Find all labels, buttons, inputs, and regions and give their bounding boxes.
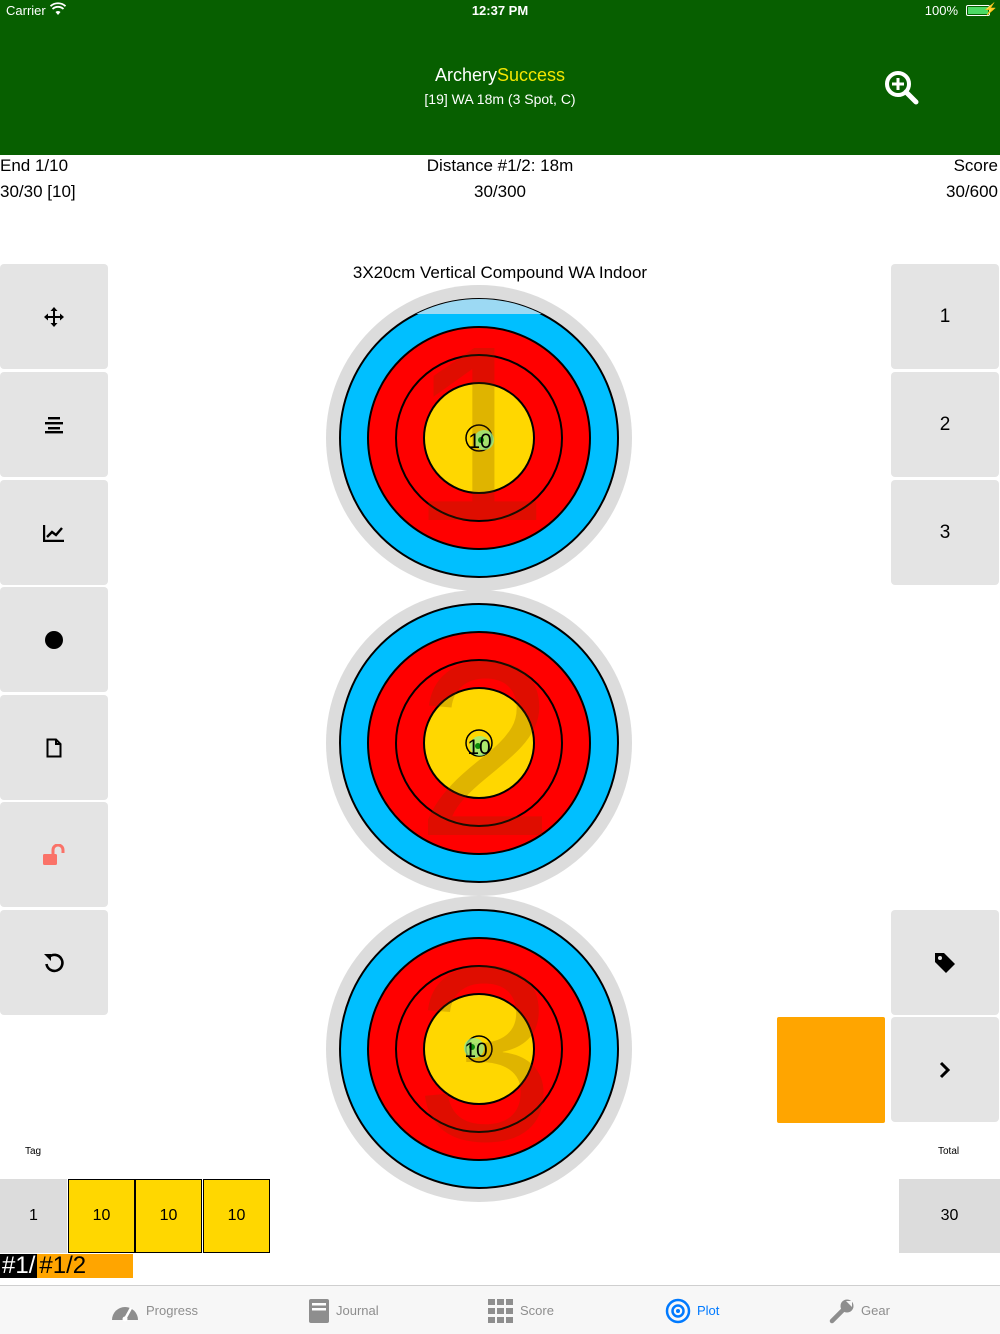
undo-button[interactable] (0, 910, 108, 1015)
score-value: 30/600 (946, 182, 998, 201)
battery-percent: 100% (924, 3, 958, 18)
target-spot-2[interactable]: 2 10 (326, 590, 632, 896)
wifi-icon (49, 2, 67, 19)
app-title: ArcherySuccess (0, 65, 1000, 86)
round-subtitle: [19] WA 18m (3 Spot, C) (424, 91, 576, 107)
current-arrow-swatch[interactable] (777, 1017, 885, 1123)
tab-progress[interactable]: Progress (110, 1286, 198, 1334)
arrow-score-cell[interactable]: 10 (203, 1179, 270, 1253)
distance-tags: #1/ #1/2 (0, 1252, 134, 1279)
tab-plot[interactable]: Plot (665, 1286, 719, 1334)
unlock-button[interactable] (0, 802, 108, 907)
grid-icon (488, 1298, 513, 1323)
document-button[interactable] (0, 695, 108, 800)
end-number-cell[interactable]: 1 (0, 1179, 67, 1253)
book-icon (309, 1298, 329, 1323)
clock: 12:37 PM (471, 3, 529, 18)
status-bar: Carrier 12:37 PM 100% ⚡ (0, 0, 1000, 22)
wrench-icon (829, 1299, 854, 1323)
target-spot-3[interactable]: 3 10 (326, 896, 632, 1202)
charging-icon: ⚡ (983, 2, 998, 16)
target-icon (665, 1298, 691, 1323)
distance-tag-1: #1/ (0, 1252, 38, 1279)
tab-progress-label: Progress (146, 1303, 199, 1318)
hit-label: 10 (467, 736, 490, 759)
arrow-score-cell[interactable]: 10 (135, 1179, 202, 1253)
gauge-icon (112, 1306, 138, 1321)
move-icon (44, 306, 64, 327)
dot-icon (45, 630, 63, 649)
move-button[interactable] (0, 264, 108, 369)
tab-journal[interactable]: Journal (308, 1286, 379, 1334)
battery-icon (966, 5, 990, 16)
target-spot-1[interactable]: 1 10 (326, 285, 632, 591)
end-label: End 1/10 (0, 156, 69, 175)
chart-button[interactable] (0, 480, 108, 585)
chevron-right-icon (939, 1061, 951, 1078)
spot-3-button[interactable]: 3 (891, 480, 999, 585)
align-icon (45, 416, 63, 433)
hit-label: 10 (464, 1039, 487, 1062)
distance-tag-2: #1/2 (37, 1254, 134, 1278)
target-face-title: 3X20cm Vertical Compound WA Indoor (352, 263, 648, 282)
chart-icon (43, 524, 64, 542)
carrier-label: Carrier (6, 3, 46, 18)
unlock-icon (43, 843, 65, 865)
tab-gear-label: Gear (861, 1303, 890, 1318)
tab-gear[interactable]: Gear (829, 1286, 890, 1334)
next-button[interactable] (891, 1017, 999, 1122)
tag-button[interactable] (891, 910, 999, 1015)
score-label: Score (953, 156, 998, 175)
end-total-cell: 30 (899, 1179, 1000, 1253)
tag-label: Tag (25, 1146, 42, 1157)
app-title-part2: Success (496, 65, 566, 85)
spot-2-button[interactable]: 2 (891, 372, 999, 477)
total-label: Total (938, 1146, 960, 1157)
spot-number-watermark: 3 (415, 914, 554, 1193)
arrow-score-cell[interactable]: 10 (68, 1179, 135, 1253)
distance-label: Distance #1/2: 18m (426, 156, 574, 175)
document-icon (46, 738, 62, 757)
dot-button[interactable] (0, 587, 108, 692)
tab-bar: Progress Journal Score Plot (0, 1285, 1000, 1334)
spot-1-button[interactable]: 1 (891, 264, 999, 369)
nav-bar: Carrier 12:37 PM 100% ⚡ ArcherySuccess [… (0, 0, 1000, 155)
tag-icon (935, 952, 955, 973)
tab-journal-label: Journal (336, 1303, 379, 1318)
tab-score[interactable]: Score (488, 1286, 554, 1334)
tab-score-label: Score (520, 1303, 554, 1318)
tab-plot-label: Plot (697, 1303, 720, 1318)
app-title-part1: Archery (434, 65, 497, 85)
zoom-in-icon[interactable] (882, 68, 922, 108)
distance-score: 30/300 (474, 182, 526, 201)
hit-label: 10 (468, 430, 491, 453)
undo-icon (44, 953, 64, 972)
align-button[interactable] (0, 372, 108, 477)
end-score: 30/30 [10] (0, 182, 76, 201)
